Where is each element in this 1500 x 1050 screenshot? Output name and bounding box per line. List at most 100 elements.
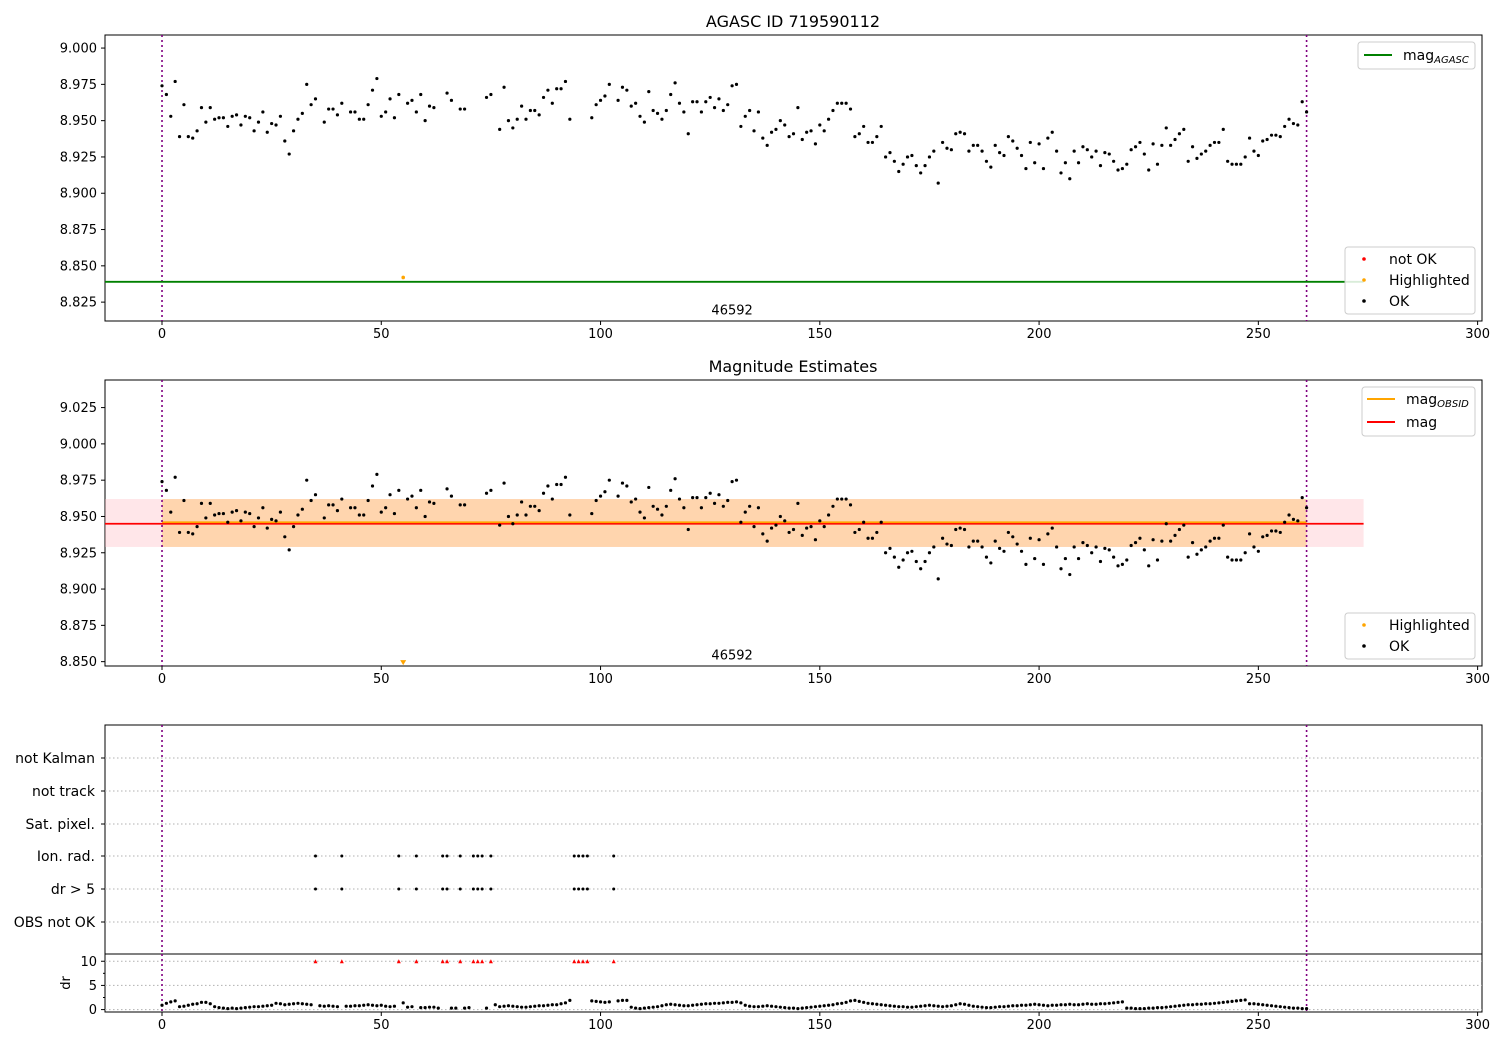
agasc-panel-point (1226, 159, 1230, 163)
dr-panel-point (1024, 1003, 1028, 1007)
agasc-panel-point (1230, 162, 1234, 166)
agasc-panel-point (221, 116, 226, 120)
agasc-panel-point (322, 120, 326, 124)
flag-point (577, 854, 581, 858)
agasc-panel-point (300, 111, 304, 115)
dr-panel-point (848, 999, 853, 1003)
dr-panel-point (1002, 1005, 1006, 1009)
dr-panel-point (695, 1003, 699, 1007)
agasc-panel-point (1055, 149, 1059, 153)
dr-panel-point (261, 1004, 265, 1008)
agasc-panel-point (375, 76, 379, 81)
mag-est-panel-point (1304, 506, 1309, 510)
agasc-panel-point (362, 117, 366, 121)
flag-point (340, 887, 344, 891)
agasc-panel-point (835, 101, 839, 105)
dr-panel-point (234, 1007, 239, 1011)
dr-panel-point (919, 1004, 923, 1008)
mag-est-panel-point (1208, 539, 1212, 543)
mag-est-panel-point (967, 545, 971, 549)
mag-est-panel-point (555, 482, 559, 487)
agasc-panel-point (809, 129, 813, 133)
mag-est-panel-point (379, 510, 383, 514)
agasc-panel-point (1160, 143, 1164, 147)
mag-est-panel-point (1164, 522, 1168, 526)
dr-panel-point (493, 1003, 497, 1007)
mag-est-panel-point (559, 482, 563, 487)
mag-est-panel-point (335, 509, 340, 513)
dr-panel-point (607, 1000, 611, 1004)
dr-panel-point (357, 1004, 361, 1008)
agasc-panel-point (761, 136, 765, 140)
agasc-panel-point (1002, 153, 1006, 158)
mag-est-panel-point (717, 493, 721, 497)
dr-panel-point (1208, 1002, 1212, 1006)
agasc-panel-point (283, 139, 287, 143)
agasc-panel-point (1037, 142, 1041, 146)
flag-point (581, 854, 585, 858)
agasc-panel-point (537, 113, 541, 117)
dr-panel-point (164, 1001, 168, 1005)
agasc-panel-point (410, 98, 414, 102)
dr-panel-point (1055, 1003, 1059, 1007)
mag-est-panel-point (682, 506, 686, 510)
agasc-panel-point (384, 110, 388, 114)
mag-est-panel-point (949, 543, 953, 548)
flag-point (441, 854, 445, 858)
agasc-panel-point (1129, 148, 1133, 152)
flag-point (476, 854, 480, 858)
agasc-panel-point (840, 101, 844, 105)
dr-panel-point (1190, 1003, 1195, 1007)
dr-panel-point (1243, 998, 1247, 1002)
mag-est-panel-point (857, 527, 861, 532)
flag-point (471, 854, 475, 858)
mag-est-panel-point (550, 497, 554, 501)
dr-panel-point (1287, 1006, 1291, 1010)
dr-panel-point (1212, 1001, 1217, 1005)
agasc-panel-point (616, 98, 620, 102)
agasc-panel-point (699, 110, 704, 114)
mag-est-panel-point (620, 481, 625, 485)
agasc-panel-point (1103, 150, 1107, 155)
mag-est-panel-point (603, 490, 607, 494)
agasc-panel-point (993, 143, 997, 147)
agasc-panel-point (870, 140, 875, 145)
agasc-panel-point (208, 105, 212, 110)
mag-est-panel-point (1155, 558, 1160, 562)
mag-est-panel-point (866, 536, 870, 540)
dr-panel-point (370, 1003, 375, 1007)
agasc-panel-point (1239, 162, 1243, 166)
agasc-panel-point (449, 98, 454, 102)
dr-panel-point (243, 1006, 247, 1010)
mag-est-panel-point (1252, 545, 1256, 549)
agasc-panel-point (642, 120, 646, 124)
agasc-panel-point (1278, 135, 1282, 139)
mag-est-panel-point (647, 485, 651, 490)
agasc-panel-point (677, 101, 682, 105)
agasc-panel-point (1204, 149, 1208, 153)
mag-est-panel-point (278, 510, 283, 514)
mag-est-panel-point (357, 513, 361, 517)
mag-est-panel-point (1221, 523, 1225, 527)
agasc-panel-point (291, 129, 296, 133)
agasc-panel-point (1072, 149, 1076, 153)
mag-est-panel-point (230, 510, 234, 514)
agasc-panel-point (954, 132, 958, 136)
agasc-panel-point (1011, 139, 1015, 143)
agasc-panel-point (1142, 152, 1146, 156)
agasc-panel-point (265, 130, 269, 134)
mag-est-panel-point (800, 533, 804, 537)
mag-est-panel-point (1129, 543, 1133, 548)
dr-panel-point (831, 1003, 835, 1007)
dr-panel-point (160, 1003, 164, 1007)
mag-est-panel-point (651, 504, 655, 508)
agasc-panel-point (1195, 156, 1199, 161)
agasc-panel-ytick-label: 8.950 (60, 114, 97, 129)
mag-est-panel-point (204, 516, 208, 520)
mag-est-panel-point (1050, 526, 1054, 530)
agasc-panel-point (708, 95, 712, 100)
dr-panel-point (998, 1005, 1002, 1009)
dr-panel-point (949, 1004, 953, 1008)
dr-panel-point (1300, 1007, 1304, 1011)
dr-panel-point (682, 1004, 686, 1008)
